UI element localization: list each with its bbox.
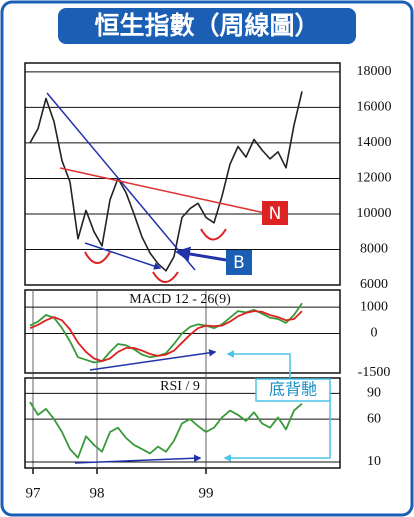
low-arc: [84, 251, 111, 264]
y-tick-label: 6000: [360, 277, 388, 292]
y-tick-label: 16000: [357, 100, 392, 115]
panel-title: RSI / 9: [160, 379, 200, 394]
note: 底背馳: [269, 380, 317, 399]
n-box: [262, 201, 288, 225]
annotation: N: [269, 204, 282, 224]
x-tick-label: 99: [199, 485, 214, 501]
y-tick-label: 14000: [357, 135, 392, 150]
y-tick-label: 8000: [360, 242, 388, 257]
y-tick-label: 10: [367, 454, 381, 469]
annotation: B: [233, 253, 245, 273]
x-tick-label: 97: [26, 485, 42, 501]
y-tick-label: 10000: [357, 206, 392, 221]
panel-title: MACD 12 - 26(9): [129, 292, 231, 307]
y-tick-label: 18000: [357, 64, 392, 79]
low-arc: [152, 271, 179, 283]
divergence-line: [74, 454, 202, 464]
y-tick-label: 60: [367, 411, 381, 426]
y-tick-label: 0: [371, 326, 378, 341]
title-banner: [58, 8, 356, 44]
b-box: [226, 250, 252, 275]
panel-border: [24, 377, 341, 469]
y-tick-label: 12000: [357, 171, 392, 186]
trend-line: [59, 167, 266, 214]
annotation-shapes: [46, 92, 331, 464]
chart-title: 恒生指數（周線圖）: [94, 11, 319, 40]
series-line: [29, 401, 303, 459]
low-arc: [200, 228, 227, 241]
divergence-line: [84, 242, 162, 270]
divergence-line: [89, 349, 217, 371]
note-box: [255, 378, 331, 402]
y-tick-label: 1000: [360, 299, 388, 314]
note-arrow: [226, 350, 291, 378]
note-arrow: [223, 398, 331, 462]
series-line: [29, 91, 303, 272]
y-tick-label: 90: [367, 386, 381, 401]
x-tick-label: 98: [90, 485, 105, 501]
b-arrow: [175, 246, 227, 262]
y-tick-label: -1500: [358, 365, 391, 380]
series-line: [29, 310, 303, 362]
